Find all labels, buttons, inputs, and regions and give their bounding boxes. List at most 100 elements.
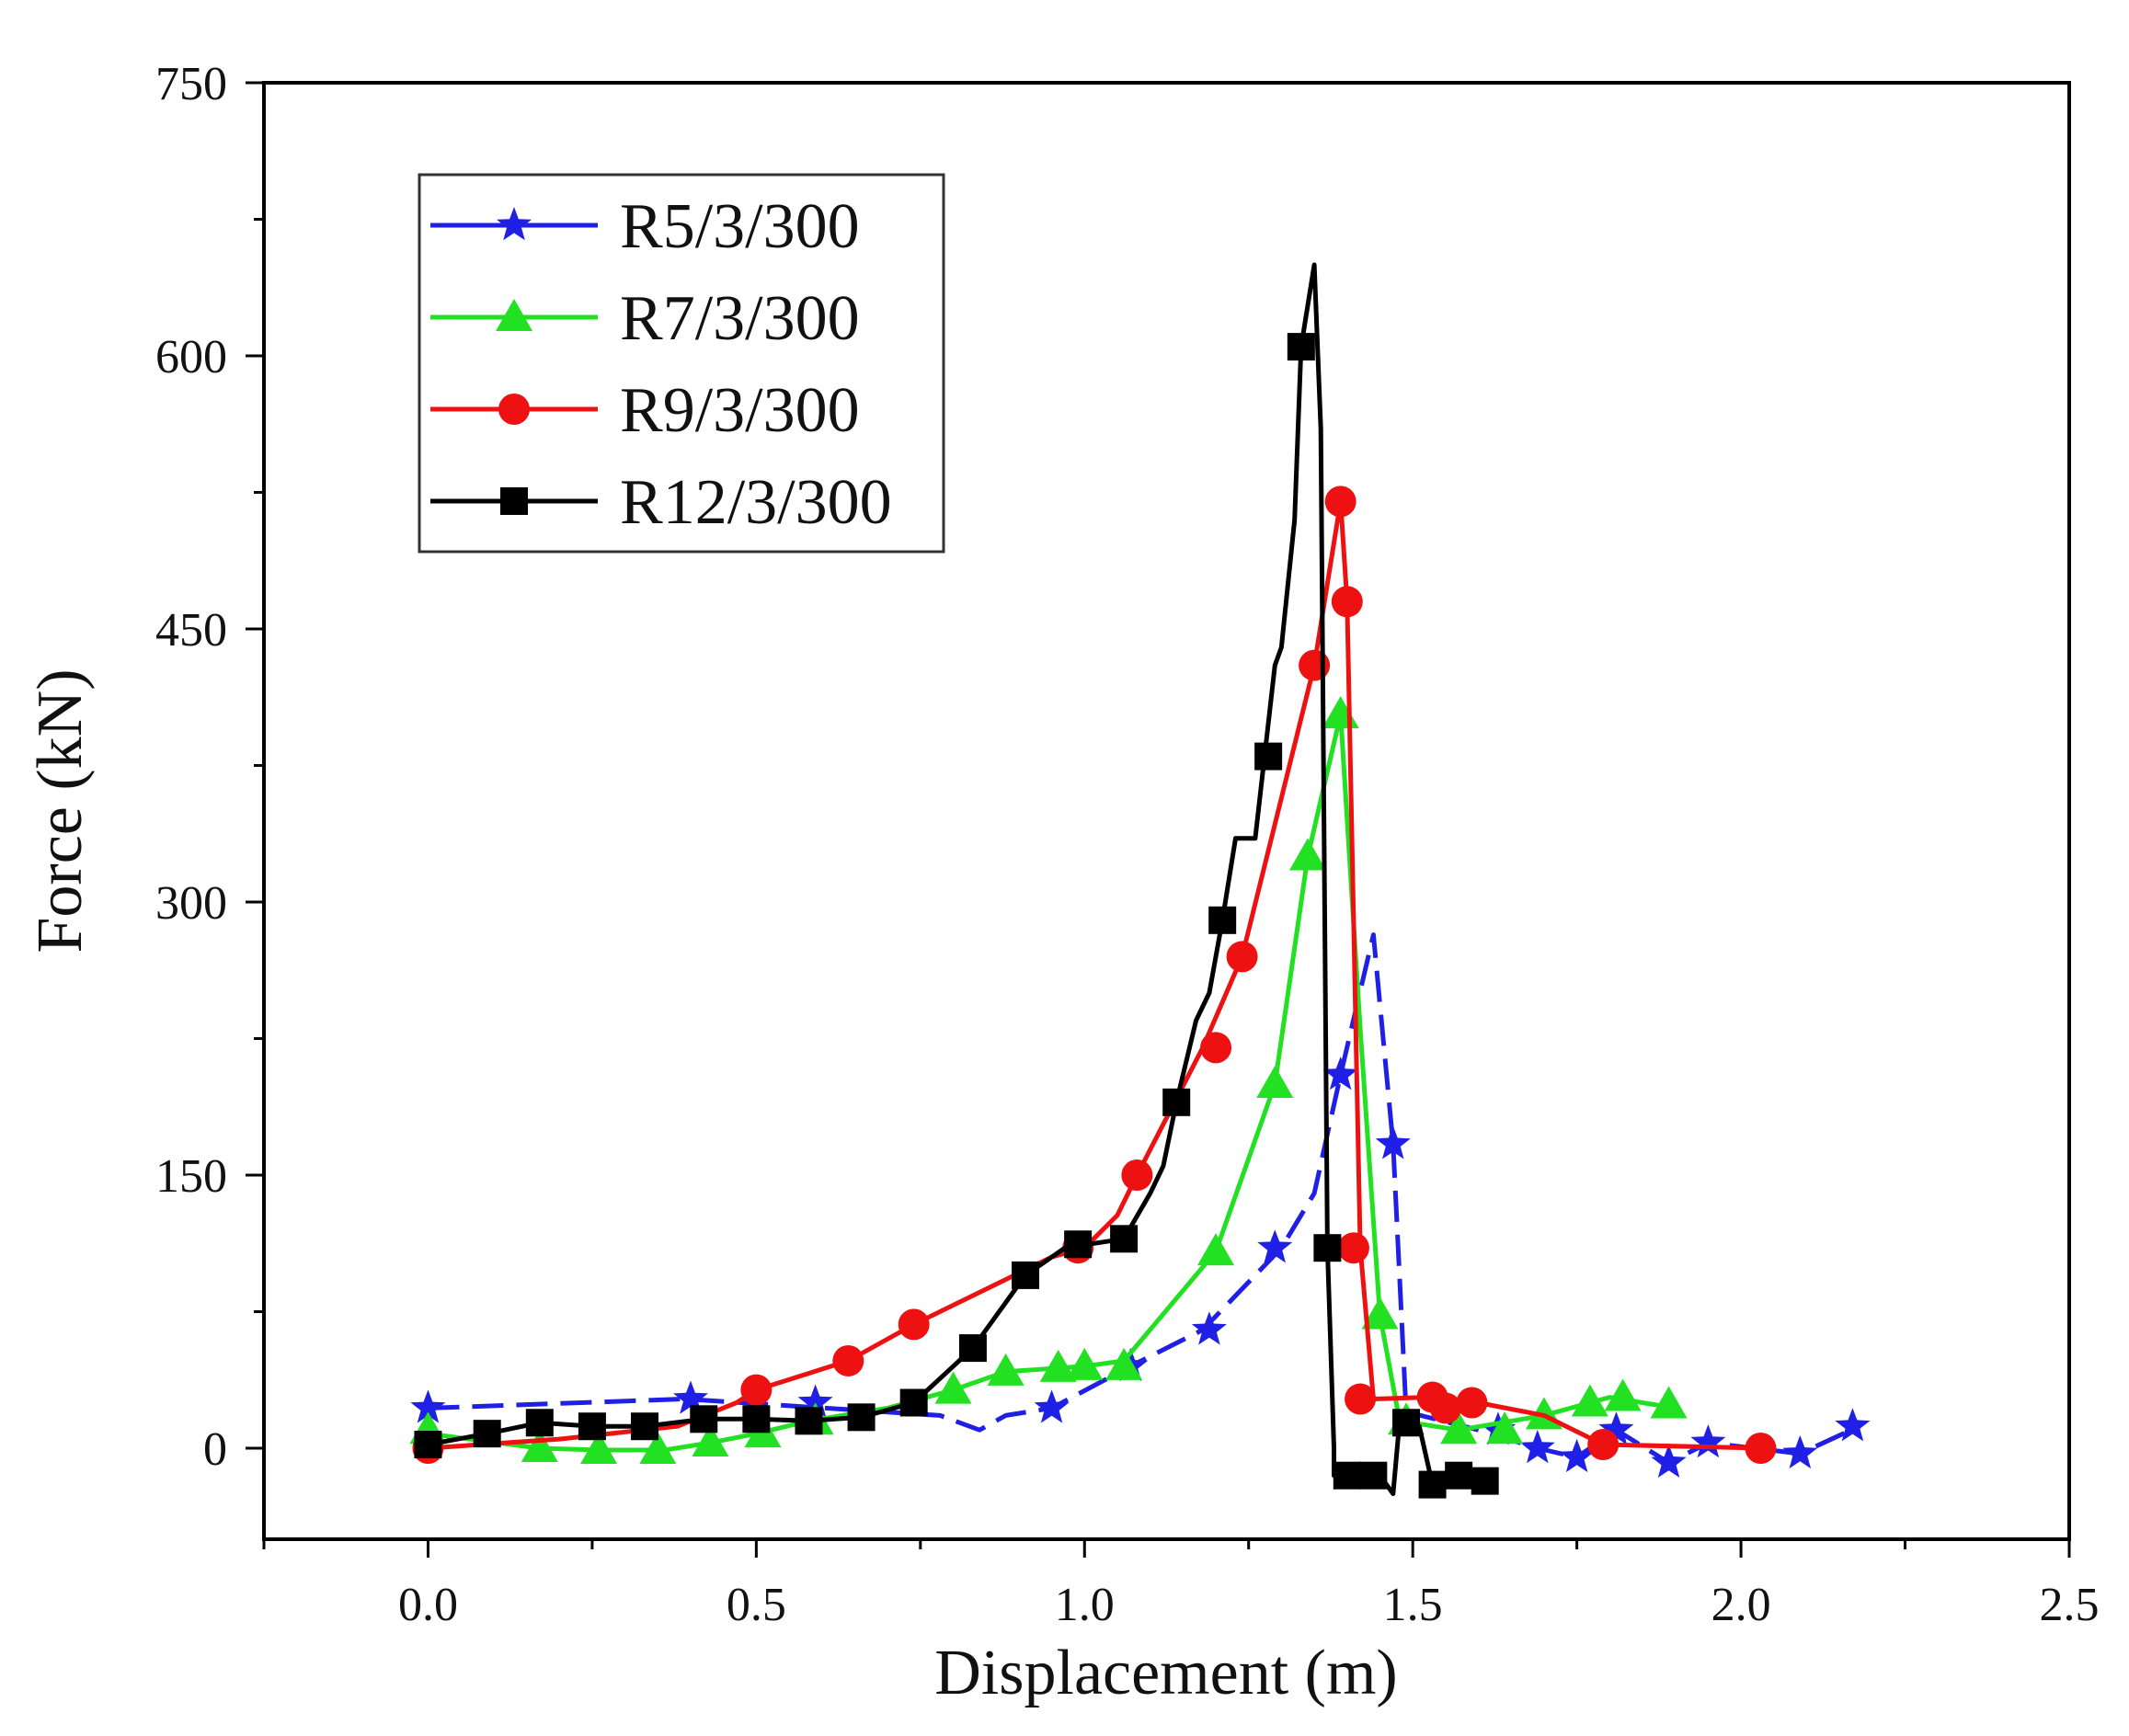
legend-item: R5/3/300 <box>430 191 860 262</box>
data-point <box>1440 1411 1478 1445</box>
data-point <box>1519 1430 1555 1464</box>
legend: R5/3/300 R7/3/300 R9/3/300 R12/3/300 <box>418 173 945 554</box>
data-point <box>692 1424 729 1457</box>
x-tick-label: 1.5 <box>1383 1579 1443 1631</box>
data-point <box>1392 1409 1421 1437</box>
data-point <box>1456 1387 1488 1419</box>
x-tick-label: 2.5 <box>2040 1579 2100 1631</box>
series-layer <box>409 262 1871 1499</box>
series-R12/3/300 <box>414 262 1499 1499</box>
y-tick-label: 0 <box>203 1423 227 1476</box>
data-point <box>1064 1230 1093 1259</box>
data-point <box>414 1431 442 1459</box>
y-tick-label: 450 <box>155 604 227 657</box>
legend-label: R9/3/300 <box>620 375 860 446</box>
data-point <box>934 1371 972 1404</box>
data-point <box>1110 1225 1139 1253</box>
data-point <box>1105 1347 1143 1380</box>
x-tick-label: 0.0 <box>398 1579 458 1631</box>
data-point <box>899 1388 928 1417</box>
data-point <box>1651 1444 1687 1478</box>
data-point <box>1121 1159 1153 1191</box>
y-tick-label: 150 <box>155 1150 227 1203</box>
data-point <box>673 1380 708 1414</box>
data-point <box>1208 906 1237 934</box>
y-tick-label: 750 <box>155 58 227 110</box>
data-point <box>1322 1056 1358 1091</box>
data-point <box>1287 333 1315 361</box>
data-point <box>1471 1467 1499 1495</box>
data-point <box>1257 1229 1293 1263</box>
data-point <box>521 1430 558 1462</box>
data-point <box>631 1412 659 1441</box>
data-point <box>1359 1461 1388 1490</box>
data-point <box>1254 742 1283 771</box>
legend-label: R5/3/300 <box>620 191 860 262</box>
series-line <box>428 712 1677 1453</box>
data-point <box>1322 696 1359 729</box>
data-point <box>1012 1261 1040 1289</box>
data-point <box>1226 941 1258 973</box>
legend-marker <box>496 299 532 331</box>
legend-item: R12/3/300 <box>430 467 892 538</box>
data-point <box>1299 649 1331 681</box>
data-point <box>1486 1411 1524 1445</box>
data-point <box>1191 1311 1227 1345</box>
data-point <box>1375 1125 1411 1159</box>
y-tick-label: 300 <box>155 877 227 930</box>
y-axis-title: Force (kN) <box>25 668 96 953</box>
y-tick-label: 600 <box>155 331 227 383</box>
data-point <box>832 1344 864 1376</box>
legend-label: R12/3/300 <box>620 467 892 538</box>
data-point <box>410 1389 446 1423</box>
data-point <box>1690 1424 1726 1458</box>
legend-item: R7/3/300 <box>430 283 860 354</box>
data-point <box>639 1431 677 1464</box>
data-point <box>1604 1378 1642 1411</box>
data-point <box>1324 485 1356 518</box>
data-point <box>473 1420 501 1448</box>
data-point <box>1337 1232 1369 1264</box>
data-point <box>1650 1386 1688 1419</box>
data-point <box>1288 838 1326 871</box>
x-tick-label: 2.0 <box>1711 1579 1771 1631</box>
data-point <box>1587 1429 1620 1461</box>
data-point <box>690 1405 718 1433</box>
data-point <box>580 1431 618 1464</box>
data-point <box>958 1334 987 1363</box>
data-point <box>987 1353 1024 1386</box>
data-point <box>795 1407 823 1435</box>
data-point <box>1445 1461 1473 1490</box>
legend-item: R9/3/300 <box>430 375 860 446</box>
x-tick-label: 1.0 <box>1055 1579 1115 1631</box>
legend-marker <box>498 394 530 425</box>
legend-marker <box>497 207 532 241</box>
x-axis-title: Displacement (m) <box>934 1638 1397 1708</box>
data-point <box>1559 1438 1595 1473</box>
series-line <box>428 498 1761 1451</box>
legend-items: R5/3/300 R7/3/300 R9/3/300 R12/3/300 <box>430 191 892 538</box>
data-point <box>1835 1408 1871 1442</box>
series-R7/3/300 <box>409 696 1688 1464</box>
data-point <box>740 1374 773 1406</box>
data-point <box>1598 1411 1634 1445</box>
data-point <box>1571 1384 1608 1417</box>
data-point <box>1361 1296 1399 1330</box>
data-point <box>525 1409 554 1437</box>
data-point <box>1256 1066 1294 1098</box>
data-point <box>1162 1088 1191 1116</box>
data-point <box>1313 1234 1342 1262</box>
data-point <box>797 1384 833 1418</box>
series-R9/3/300 <box>412 485 1777 1464</box>
legend-marker <box>500 487 528 515</box>
x-tick-label: 0.5 <box>727 1579 786 1631</box>
data-point <box>1066 1347 1104 1380</box>
data-point <box>1197 1233 1235 1266</box>
axis-layer: 0.0 0.5 1.0 1.5 2.0 2.5 0 150 300 450 600 750 <box>155 58 2100 1631</box>
data-point <box>742 1405 771 1433</box>
data-point <box>1429 1392 1461 1424</box>
data-point <box>1745 1433 1777 1464</box>
plot-frame <box>262 81 2071 1541</box>
data-point <box>898 1308 930 1341</box>
